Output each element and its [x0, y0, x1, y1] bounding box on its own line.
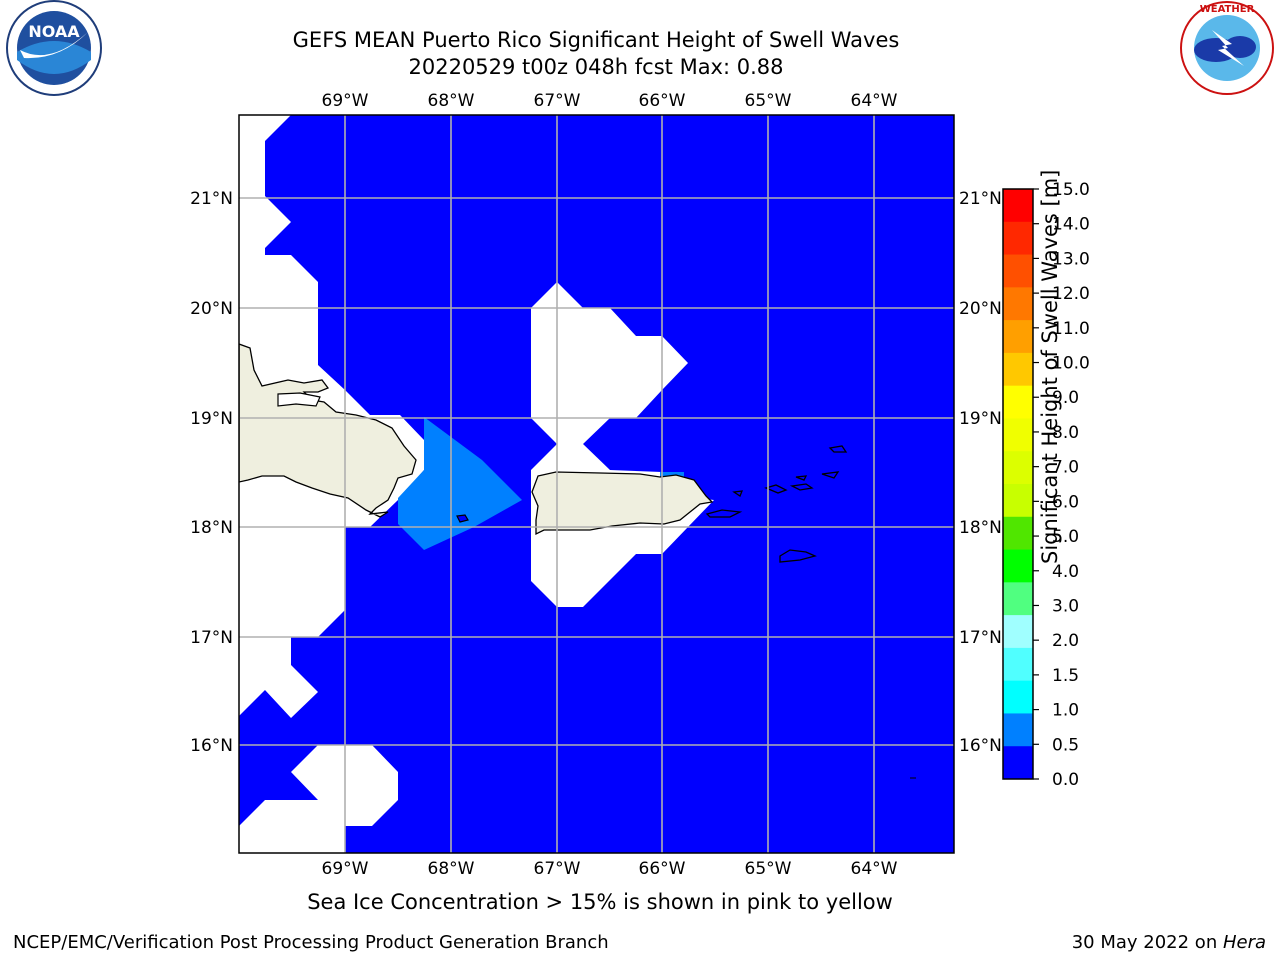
puerto-rico-land [531, 471, 714, 536]
colorbar-swatch [1003, 615, 1033, 649]
colorbar-swatch [1003, 320, 1033, 354]
lon-label: 68°W [428, 91, 475, 111]
lat-label: 20°N [190, 299, 233, 319]
colorbar-swatch [1003, 418, 1033, 452]
colorbar-swatch [1003, 189, 1033, 223]
map-title-line2: 20220529 t00z 048h fcst Max: 0.88 [408, 55, 784, 79]
colorbar-tick-label: 12.0 [1052, 284, 1090, 304]
lat-label: 19°N [959, 409, 1002, 429]
lon-label: 66°W [639, 859, 686, 879]
colorbar-tick-label: 4.0 [1052, 562, 1079, 582]
colorbar-swatch [1003, 713, 1033, 747]
colorbar-swatch [1003, 516, 1033, 551]
colorbar-tick-label: 5.0 [1052, 527, 1079, 547]
lat-label: 19°N [190, 409, 233, 429]
colorbar-tick-label: 14.0 [1052, 215, 1090, 235]
colorbar-tick-label: 8.0 [1052, 423, 1079, 443]
colorbar-frame [1002, 188, 1034, 780]
lat-label: 18°N [959, 518, 1002, 538]
lon-label: 67°W [534, 91, 581, 111]
colorbar-swatch [1003, 352, 1033, 387]
colorbar-tick-label: 9.0 [1052, 388, 1079, 408]
colorbar-tick-label: 1.0 [1052, 701, 1079, 721]
lon-label: 67°W [534, 859, 581, 879]
lat-label: 17°N [190, 628, 233, 648]
map-frame [238, 114, 955, 854]
lat-label: 21°N [190, 189, 233, 209]
lat-label: 21°N [959, 189, 1002, 209]
swell-patch-0-5 [398, 417, 522, 550]
colorbar-tick-label: 3.0 [1052, 596, 1079, 616]
map-gridlines [239, 115, 954, 853]
lon-label: 69°W [322, 859, 369, 879]
lon-labels-top: 69°W 68°W 67°W 66°W 65°W 64°W [322, 91, 898, 111]
colorbar-label: Significant Height of Swell Waves [m] [1038, 169, 1062, 564]
colorbar-swatch [1003, 451, 1033, 485]
colorbar-swatch [1003, 484, 1033, 518]
lon-label: 69°W [322, 91, 369, 111]
map-title-line1: GEFS MEAN Puerto Rico Significant Height… [292, 28, 900, 52]
lat-label: 16°N [190, 736, 233, 756]
colorbar-tick-label: 0.5 [1052, 735, 1079, 755]
colorbar-swatch [1003, 582, 1033, 616]
hispaniola-land [239, 343, 417, 518]
colorbar-swatch [1003, 287, 1033, 321]
noaa-logo: NOAA [6, 0, 102, 96]
colorbar-swatch [1003, 254, 1033, 288]
footer-host: Hera [1222, 932, 1266, 953]
colorbar-tick-label: 11.0 [1052, 319, 1090, 339]
lat-label: 20°N [959, 299, 1002, 319]
lon-label: 65°W [745, 859, 792, 879]
colorbar-tick-label: 2.0 [1052, 631, 1079, 651]
colorbar-swatch [1003, 680, 1033, 714]
colorbar [1002, 188, 1034, 780]
lat-labels-left: 21°N 20°N 19°N 18°N 17°N 16°N [190, 189, 233, 756]
svg-text:WEATHER: WEATHER [1200, 4, 1255, 15]
lon-label: 64°W [851, 859, 898, 879]
colorbar-swatch [1003, 549, 1033, 583]
colorbar-tick-label: 0.0 [1052, 770, 1079, 790]
lon-labels-bottom: 69°W 68°W 67°W 66°W 65°W 64°W [322, 859, 898, 879]
lat-label: 17°N [959, 628, 1002, 648]
colorbar-swatch [1003, 647, 1033, 682]
colorbar-swatch [1003, 385, 1033, 419]
nws-logo: WEATHER [1180, 1, 1274, 95]
lon-label: 66°W [639, 91, 686, 111]
lat-label: 18°N [190, 518, 233, 538]
lat-labels-right: 21°N 20°N 19°N 18°N 17°N 16°N [959, 189, 1002, 756]
colorbar-tick-label: 1.5 [1052, 666, 1079, 686]
lon-label: 65°W [745, 91, 792, 111]
colorbar-tick-label: 13.0 [1052, 249, 1090, 269]
lon-label: 68°W [428, 859, 475, 879]
colorbar-tick-label: 10.0 [1052, 354, 1090, 374]
footer-date: 30 May 2022 on Hera [1072, 932, 1266, 953]
colorbar-ticks: 15.0 14.0 13.0 12.0 11.0 10.0 9.0 8.0 7.0 6.0 5.0 4… [1033, 180, 1090, 790]
lon-label: 64°W [851, 91, 898, 111]
footer-date-text: 30 May 2022 on [1071, 932, 1223, 953]
colorbar-swatch [1003, 746, 1033, 780]
sea-ice-note: Sea Ice Concentration > 15% is shown in … [307, 890, 893, 914]
virgin-islands [705, 445, 916, 779]
lat-label: 16°N [959, 736, 1002, 756]
colorbar-tick-label: 7.0 [1052, 458, 1079, 478]
colorbar-swatch [1003, 221, 1033, 256]
colorbar-tick-label: 15.0 [1052, 180, 1090, 200]
colorbar-tick-label: 6.0 [1052, 492, 1079, 512]
footer-branch: NCEP/EMC/Verification Post Processing Pr… [13, 932, 609, 953]
noaa-logo-text: NOAA [28, 22, 80, 41]
